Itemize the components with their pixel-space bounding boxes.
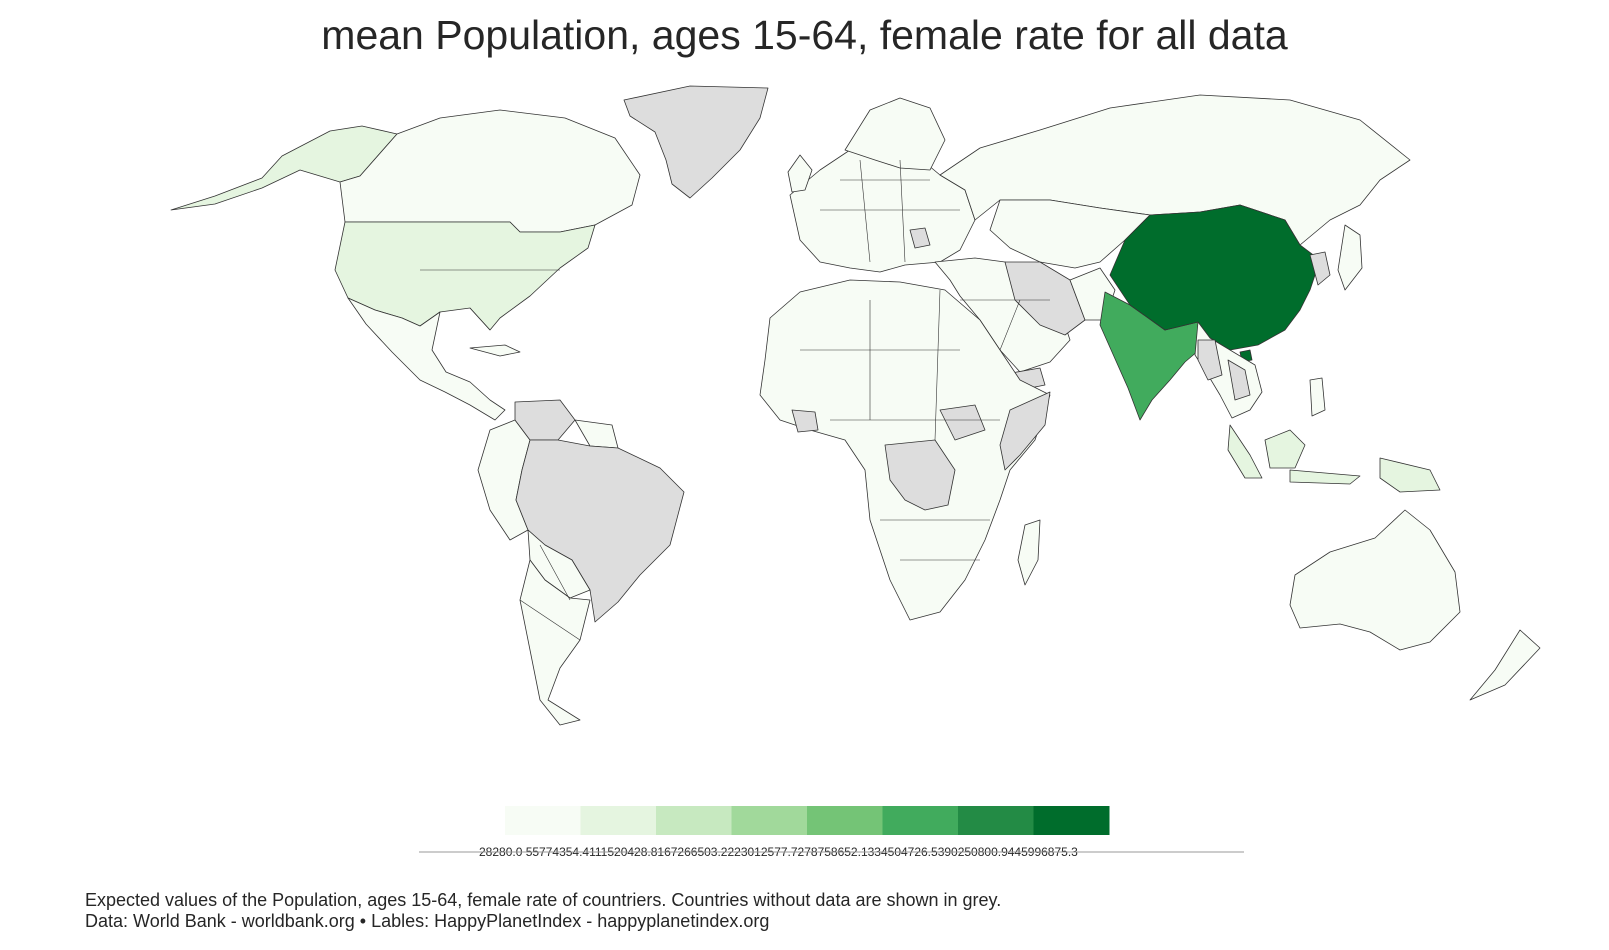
country-china	[1109, 204, 1321, 351]
country-somalia	[999, 391, 1051, 471]
country-korea	[1309, 251, 1331, 286]
legend-swatch	[731, 806, 808, 835]
country-malaysia	[1264, 429, 1306, 469]
country-guianas	[574, 419, 619, 449]
country-myanmar	[1197, 339, 1223, 381]
country-dr-congo	[884, 439, 956, 511]
region-scandinavia	[844, 97, 946, 171]
country-ethiopia	[939, 404, 986, 441]
country-mexico-central-america	[347, 297, 506, 421]
footnote-line-2: Data: World Bank - worldbank.org • Lable…	[85, 911, 770, 931]
country-madagascar	[1017, 519, 1041, 586]
legend-swatch	[807, 806, 883, 835]
legend-swatch	[505, 806, 581, 835]
country-new-zealand	[1469, 629, 1541, 701]
country-borders	[420, 159, 1050, 641]
country-caribbean	[469, 344, 521, 357]
country-argentina-chile	[519, 559, 591, 726]
country-united-kingdom	[787, 154, 813, 193]
legend-colorbar: 28280.0 55774354.4111520428.8167266503.2…	[479, 806, 1110, 859]
country-serbia	[909, 227, 931, 249]
country-guinea	[791, 409, 819, 433]
country-indonesia	[1227, 424, 1441, 493]
footnote: Expected values of the Population, ages …	[85, 890, 1001, 932]
country-greenland	[623, 85, 769, 199]
region-central-asia	[989, 199, 1151, 269]
map-title: mean Population, ages 15-64, female rate…	[321, 12, 1288, 58]
country-philippines	[1309, 377, 1326, 417]
country-brazil	[515, 439, 685, 623]
legend-swatch	[958, 806, 1034, 835]
legend-swatch	[882, 806, 959, 835]
country-japan	[1337, 224, 1363, 291]
country-iran	[1004, 261, 1086, 336]
country-canada	[339, 109, 641, 233]
country-shapes	[170, 85, 1541, 726]
country-australia	[1289, 509, 1461, 651]
legend-swatch	[1033, 806, 1110, 835]
legend-swatch	[580, 806, 657, 835]
country-cambodia-laos	[1227, 359, 1251, 401]
legend-swatch	[656, 806, 732, 835]
footnote-line-1: Expected values of the Population, ages …	[85, 890, 1002, 910]
